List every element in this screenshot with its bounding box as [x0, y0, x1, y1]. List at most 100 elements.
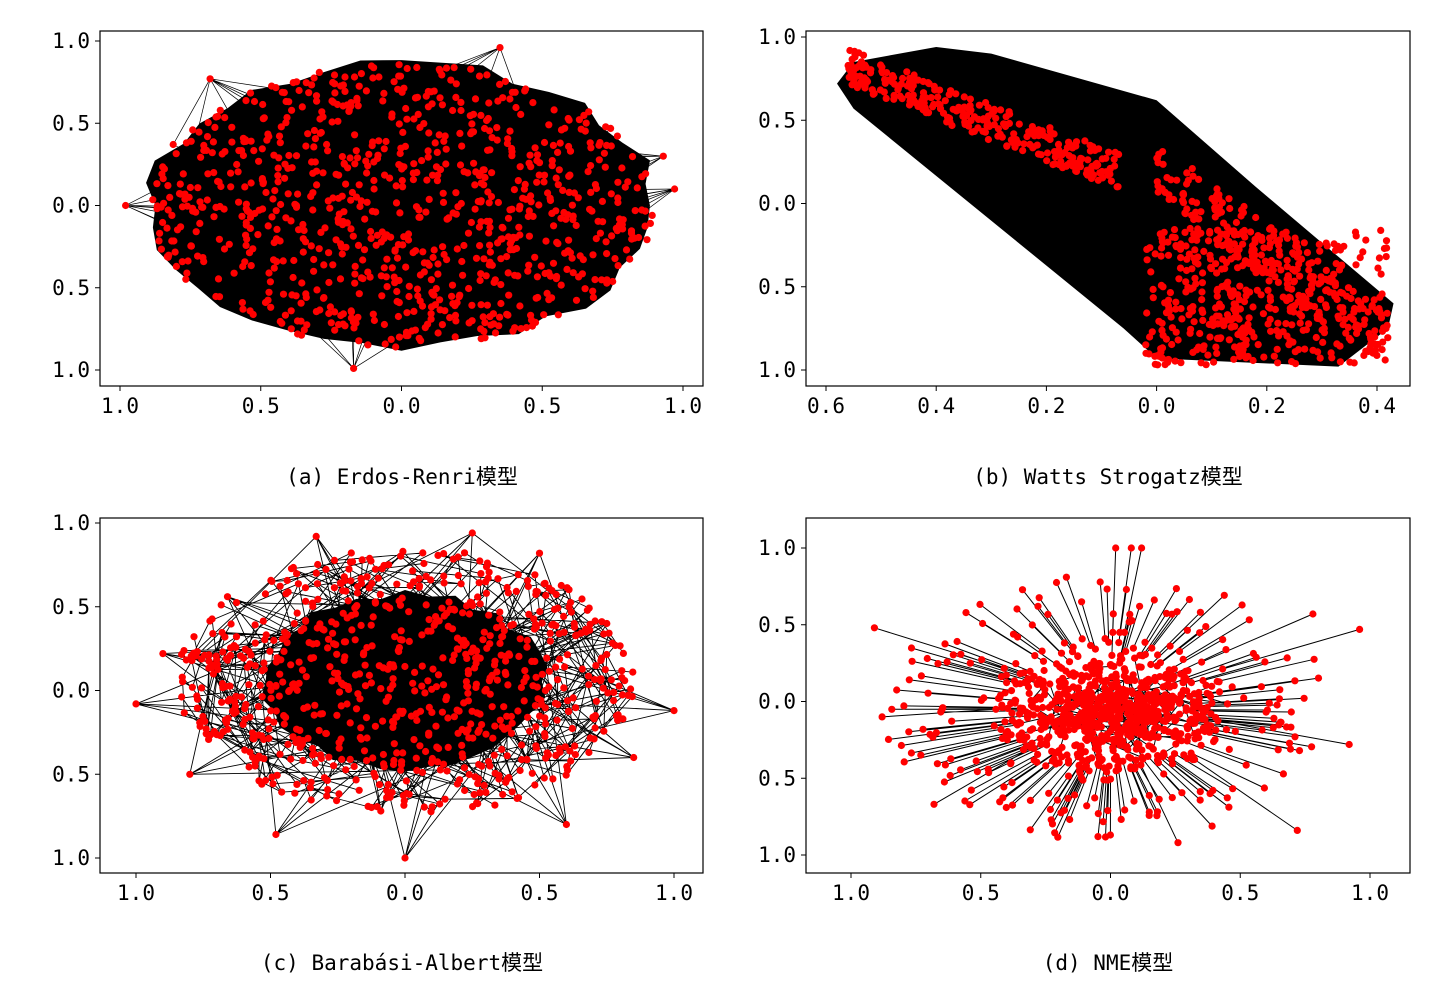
network-node: [486, 146, 494, 154]
network-node: [380, 264, 388, 272]
network-node: [1219, 636, 1227, 644]
network-node: [324, 644, 332, 652]
network-node: [409, 169, 417, 177]
network-node: [287, 661, 295, 669]
network-node: [1187, 285, 1195, 293]
network-node: [1309, 346, 1317, 354]
network-node: [546, 629, 554, 638]
network-node: [1336, 342, 1344, 350]
network-node: [227, 183, 235, 191]
network-node: [523, 756, 531, 764]
network-node: [413, 716, 421, 725]
network-node: [375, 137, 383, 145]
network-node: [519, 194, 527, 202]
network-node: [370, 176, 378, 185]
network-node: [425, 129, 433, 137]
x-tick-label: 0.5: [252, 881, 290, 905]
network-node: [525, 610, 533, 619]
network-node: [418, 631, 426, 639]
network-node: [149, 196, 157, 204]
network-node: [626, 255, 634, 263]
y-tick-label: 0.0: [758, 690, 796, 714]
network-node: [1199, 269, 1207, 277]
network-node: [627, 229, 636, 237]
x-tick-label: 1.0: [832, 881, 870, 905]
network-node: [264, 130, 272, 138]
network-node: [1143, 309, 1151, 317]
network-node: [908, 657, 916, 665]
network-node: [450, 713, 458, 721]
network-node: [1214, 717, 1222, 725]
network-node: [518, 741, 526, 749]
network-node: [1062, 573, 1070, 581]
network-node: [1291, 302, 1299, 310]
network-node: [608, 639, 617, 647]
network-node: [1239, 262, 1247, 270]
network-node: [1094, 810, 1102, 818]
network-node: [897, 741, 906, 750]
network-node: [220, 245, 229, 253]
network-node: [507, 712, 515, 721]
network-node: [578, 595, 586, 603]
network-node: [429, 171, 437, 179]
network-node: [427, 759, 435, 767]
network-node: [476, 169, 484, 178]
x-tick-label: 1.0: [117, 881, 155, 905]
network-node: [447, 76, 455, 84]
network-node: [1044, 610, 1052, 619]
network-node: [1077, 742, 1085, 750]
network-node: [1055, 747, 1063, 755]
network-node: [473, 647, 481, 655]
network-node: [1091, 794, 1099, 802]
network-node: [1242, 761, 1250, 769]
network-node: [1170, 195, 1178, 204]
network-node: [560, 612, 568, 621]
network-node: [609, 277, 617, 286]
plot-frame: [99, 517, 704, 874]
network-node: [1275, 695, 1283, 703]
network-node: [846, 46, 854, 55]
network-node: [936, 86, 944, 94]
plot-frame: [805, 517, 1411, 874]
network-node: [1296, 319, 1304, 327]
network-node: [381, 171, 389, 179]
network-node: [1026, 826, 1034, 834]
network-node: [313, 181, 321, 189]
network-node: [348, 626, 356, 634]
network-node: [1085, 673, 1093, 681]
network-node: [922, 109, 930, 117]
network-node: [497, 255, 505, 263]
network-node: [214, 177, 222, 185]
network-node: [1170, 682, 1178, 690]
x-tick-label: 0.5: [1221, 881, 1259, 905]
network-node: [1274, 746, 1282, 754]
network-node: [390, 78, 398, 86]
network-node: [247, 179, 255, 187]
network-node: [1319, 338, 1327, 346]
network-node: [1056, 683, 1064, 691]
network-node: [890, 95, 898, 103]
network-node: [1196, 629, 1204, 637]
network-node: [1011, 696, 1019, 704]
network-node: [552, 590, 560, 599]
network-node: [279, 678, 287, 686]
network-node: [411, 247, 420, 255]
network-node: [192, 228, 200, 236]
network-node: [1269, 724, 1277, 732]
network-node: [159, 175, 167, 183]
network-node: [1196, 788, 1204, 796]
network-node: [1043, 157, 1051, 165]
network-node: [554, 604, 562, 612]
network-node: [157, 245, 165, 253]
network-node: [383, 231, 391, 239]
network-node: [596, 229, 605, 237]
network-node: [1047, 816, 1055, 824]
network-node: [1227, 246, 1235, 254]
network-node: [216, 202, 224, 211]
network-node: [1084, 697, 1092, 705]
network-node: [224, 725, 232, 733]
network-node: [452, 80, 460, 88]
network-node: [300, 226, 308, 235]
network-node: [378, 292, 386, 300]
network-node: [941, 97, 949, 105]
